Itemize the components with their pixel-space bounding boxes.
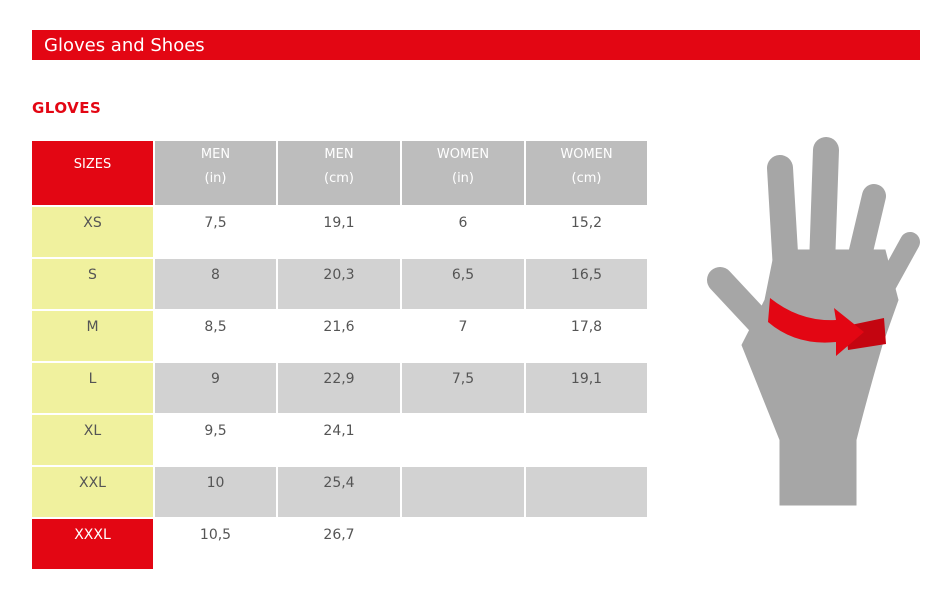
header-line: SIZES	[73, 157, 112, 172]
data-cell: 7,5	[155, 207, 278, 259]
data-cell: 8	[155, 259, 278, 311]
data-cell	[402, 415, 526, 467]
header-line: (in)	[452, 171, 474, 186]
size-cell: XXXL	[32, 519, 155, 571]
column-header: WOMEN (in)	[402, 141, 526, 207]
data-cell: 6,5	[402, 259, 526, 311]
data-cell: 21,6	[278, 311, 402, 363]
data-cell: 24,1	[278, 415, 402, 467]
column-header: SIZES	[32, 141, 155, 207]
size-cell: XXL	[32, 467, 155, 519]
data-cell: 15,2	[526, 207, 649, 259]
data-cell: 19,1	[526, 363, 649, 415]
data-cell	[402, 519, 526, 571]
data-cell: 25,4	[278, 467, 402, 519]
data-cell	[526, 467, 649, 519]
data-cell: 9,5	[155, 415, 278, 467]
header-line: (in)	[204, 171, 227, 186]
data-cell	[526, 519, 649, 571]
data-cell: 19,1	[278, 207, 402, 259]
header-line: WOMEN	[560, 147, 613, 162]
column-header: MEN (in)	[155, 141, 278, 207]
data-cell: 20,3	[278, 259, 402, 311]
data-cell	[402, 467, 526, 519]
size-cell: XS	[32, 207, 155, 259]
size-cell: M	[32, 311, 155, 363]
data-cell: 7	[402, 311, 526, 363]
data-cell: 9	[155, 363, 278, 415]
column-header: MEN (cm)	[278, 141, 402, 207]
data-cell: 17,8	[526, 311, 649, 363]
data-cell: 22,9	[278, 363, 402, 415]
data-cell: 10	[155, 467, 278, 519]
column-header: WOMEN (cm)	[526, 141, 649, 207]
header-line: (cm)	[324, 171, 354, 186]
header-line: MEN	[324, 147, 354, 162]
header-line: WOMEN	[436, 147, 490, 162]
size-cell: S	[32, 259, 155, 311]
data-cell: 10,5	[155, 519, 278, 571]
data-cell: 8,5	[155, 311, 278, 363]
section-title: GLOVES	[32, 99, 102, 117]
header-line: (cm)	[571, 171, 602, 186]
size-cell: L	[32, 363, 155, 415]
size-cell: XL	[32, 415, 155, 467]
data-cell: 16,5	[526, 259, 649, 311]
data-cell	[526, 415, 649, 467]
banner-title: Gloves and Shoes	[32, 30, 920, 60]
data-cell: 26,7	[278, 519, 402, 571]
data-cell: 6	[402, 207, 526, 259]
data-cell: 7,5	[402, 363, 526, 415]
header-line: MEN	[200, 147, 231, 162]
